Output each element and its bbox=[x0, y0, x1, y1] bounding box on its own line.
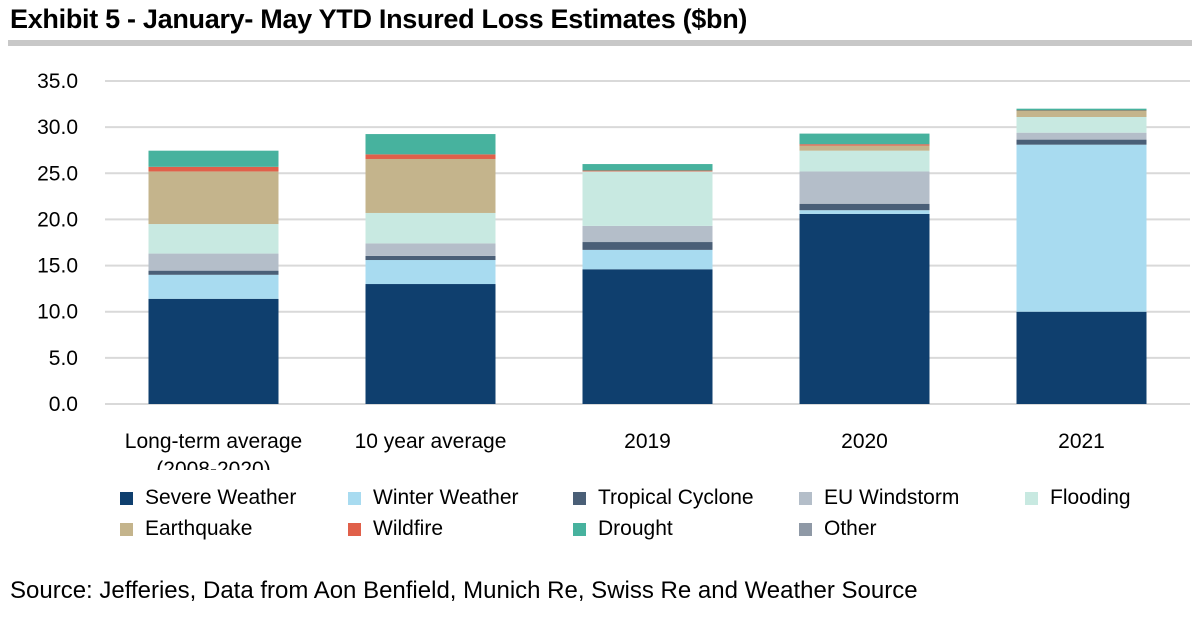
legend-label: Other bbox=[824, 517, 877, 540]
legend-swatch bbox=[1025, 491, 1038, 505]
bar-segment-flooding bbox=[1016, 116, 1147, 133]
x-category-label: 2019 bbox=[624, 430, 671, 453]
bar-segment-eu-windstorm bbox=[1016, 132, 1147, 140]
bar-segment-tropical-cyclone bbox=[148, 270, 279, 275]
bar-segment-winter-weather bbox=[148, 274, 279, 299]
bar-segment-winter-weather bbox=[582, 249, 713, 270]
y-tick-label: 30.0 bbox=[37, 116, 78, 139]
title-divider bbox=[8, 40, 1192, 46]
y-tick-label: 15.0 bbox=[37, 255, 78, 278]
y-tick-label: 25.0 bbox=[37, 162, 78, 185]
stacked-bar-chart: 0.0 5.0 10.0 15.0 20.0 25.0 30.0 35.0 Long-term … bbox=[37, 70, 1190, 470]
bar-segment-eu-windstorm bbox=[148, 253, 279, 271]
bar-segment-earthquake bbox=[365, 158, 496, 213]
legend-swatch bbox=[348, 522, 361, 536]
bar-segment-tropical-cyclone bbox=[365, 255, 496, 261]
bar-segment-drought bbox=[1016, 108, 1147, 111]
bar-segment-eu-windstorm bbox=[582, 225, 713, 243]
bar-segment-severe-weather bbox=[148, 298, 279, 404]
bar-segment-flooding bbox=[582, 171, 713, 226]
y-tick-label: 5.0 bbox=[49, 347, 78, 370]
x-category-label: 10 year average bbox=[355, 430, 507, 453]
bar-segment-drought bbox=[582, 164, 713, 171]
bar-segment-wildfire bbox=[799, 144, 930, 146]
bar-segment-flooding bbox=[148, 224, 279, 254]
y-tick-label: 35.0 bbox=[37, 70, 78, 93]
bar-segment-severe-weather bbox=[1016, 311, 1147, 404]
legend-swatch bbox=[120, 491, 133, 505]
y-tick-label: 10.0 bbox=[37, 301, 78, 324]
legend-label: Flooding bbox=[1050, 486, 1131, 509]
bar-segment-earthquake bbox=[799, 145, 930, 151]
bar-segment-tropical-cyclone bbox=[1016, 139, 1147, 145]
legend-item: Severe Weather bbox=[120, 486, 296, 510]
legend-item: Winter Weather bbox=[348, 486, 519, 510]
bar-segment-drought bbox=[799, 133, 930, 145]
legend-item: Wildfire bbox=[348, 517, 443, 541]
bar-segment-wildfire bbox=[148, 166, 279, 172]
legend-item: Tropical Cyclone bbox=[573, 486, 754, 510]
bar-segment-earthquake bbox=[148, 171, 279, 225]
legend-item: Drought bbox=[573, 517, 673, 541]
legend-swatch bbox=[120, 522, 133, 536]
legend-label: Tropical Cyclone bbox=[598, 486, 754, 509]
legend-label: Severe Weather bbox=[145, 486, 297, 509]
y-tick-label: 0.0 bbox=[49, 393, 78, 416]
legend-label: Winter Weather bbox=[373, 486, 519, 509]
legend-label: EU Windstorm bbox=[824, 486, 960, 509]
bar-segment-flooding bbox=[365, 212, 496, 244]
legend-swatch bbox=[799, 491, 812, 505]
x-category-label: 2020 bbox=[841, 430, 888, 453]
legend-item: EU Windstorm bbox=[799, 486, 959, 510]
bar-segment-severe-weather bbox=[582, 269, 713, 404]
legend-label: Wildfire bbox=[373, 517, 444, 540]
bar-segment-eu-windstorm bbox=[365, 243, 496, 256]
bar-segment-wildfire bbox=[582, 170, 713, 172]
legend-swatch bbox=[573, 522, 586, 536]
bar-segment-tropical-cyclone bbox=[799, 203, 930, 211]
bar-segment-drought bbox=[148, 150, 279, 167]
chart-title: Exhibit 5 - January- May YTD Insured Los… bbox=[10, 4, 748, 34]
legend-swatch bbox=[799, 522, 812, 536]
bar-segment-tropical-cyclone bbox=[582, 242, 713, 250]
bar-segment-winter-weather bbox=[1016, 144, 1147, 312]
bar-segment-flooding bbox=[799, 150, 930, 172]
bar-segment-severe-weather bbox=[365, 284, 496, 404]
legend-item: Flooding bbox=[1025, 486, 1131, 510]
legend-item: Other bbox=[799, 517, 877, 541]
legend-swatch bbox=[573, 491, 586, 505]
legend-label: Drought bbox=[598, 517, 673, 540]
bar-segment-winter-weather bbox=[799, 210, 930, 214]
bar-segment-eu-windstorm bbox=[799, 171, 930, 204]
bar-segment-wildfire bbox=[365, 154, 496, 159]
x-category-label: Long-term average (2008-2020) bbox=[125, 430, 302, 470]
bar-segment-severe-weather bbox=[799, 213, 930, 404]
bar-segment-winter-weather bbox=[365, 260, 496, 285]
source-note: Source: Jefferies, Data from Aon Benfiel… bbox=[10, 577, 918, 604]
bar-segment-earthquake bbox=[1016, 110, 1147, 117]
legend-label: Earthquake bbox=[145, 517, 253, 540]
legend-item: Earthquake bbox=[120, 517, 252, 541]
legend-swatch bbox=[348, 491, 361, 505]
bar-segment-drought bbox=[365, 134, 496, 155]
x-category-label: 2021 bbox=[1058, 430, 1105, 453]
y-tick-label: 20.0 bbox=[37, 208, 78, 231]
